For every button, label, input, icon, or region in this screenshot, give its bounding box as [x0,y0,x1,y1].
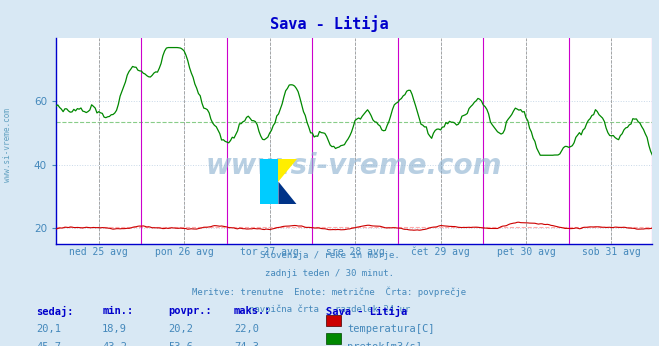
Text: 43,2: 43,2 [102,342,127,346]
Text: www.si-vreme.com: www.si-vreme.com [206,152,502,180]
Text: 74,3: 74,3 [234,342,259,346]
Polygon shape [279,159,297,182]
Text: Meritve: trenutne  Enote: metrične  Črta: povprečje: Meritve: trenutne Enote: metrične Črta: … [192,287,467,297]
Polygon shape [279,182,297,204]
Text: 45,7: 45,7 [36,342,61,346]
Text: 18,9: 18,9 [102,324,127,334]
Text: Sava - Litija: Sava - Litija [270,16,389,33]
Text: navpična črta - razdelek 24 ur: navpična črta - razdelek 24 ur [249,305,410,314]
Text: sedaj:: sedaj: [36,306,74,317]
Text: povpr.:: povpr.: [168,306,212,316]
Text: pretok[m3/s]: pretok[m3/s] [347,342,422,346]
Text: Slovenija / reke in morje.: Slovenija / reke in morje. [260,251,399,260]
Text: Sava - Litija: Sava - Litija [326,306,407,317]
Text: maks.:: maks.: [234,306,272,316]
Text: temperatura[C]: temperatura[C] [347,324,435,334]
Text: 20,1: 20,1 [36,324,61,334]
Text: min.:: min.: [102,306,133,316]
Text: 20,2: 20,2 [168,324,193,334]
Text: www.si-vreme.com: www.si-vreme.com [3,108,13,182]
Text: 22,0: 22,0 [234,324,259,334]
Text: zadnji teden / 30 minut.: zadnji teden / 30 minut. [265,269,394,278]
Text: 53,6: 53,6 [168,342,193,346]
Polygon shape [260,159,279,204]
